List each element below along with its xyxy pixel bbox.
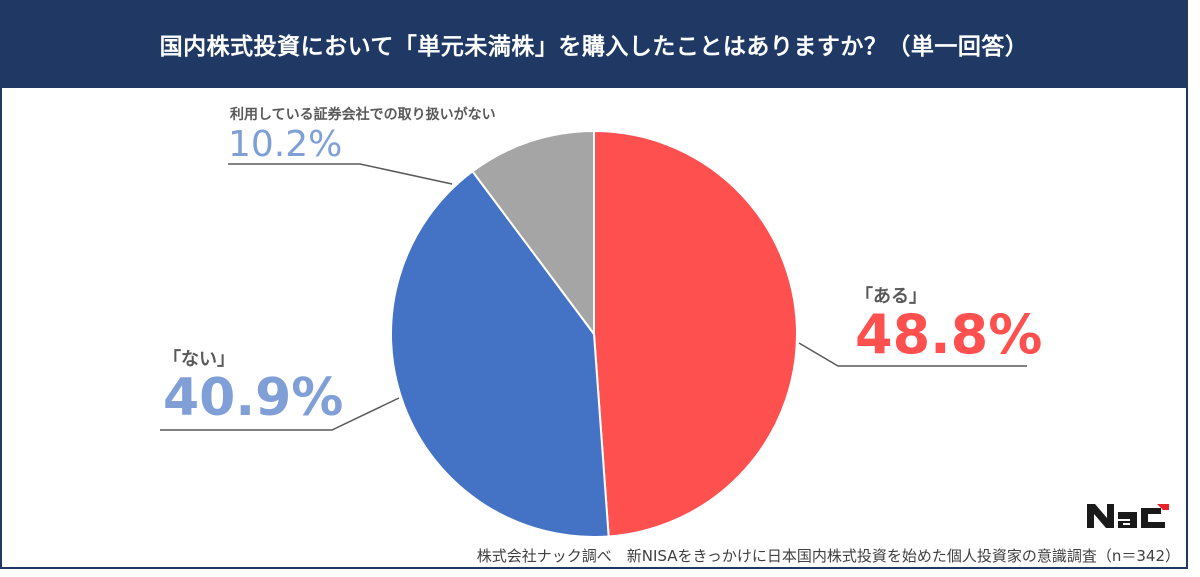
label-other-name: 利用している証券会社での取り扱いがない xyxy=(230,107,496,123)
pie-slice-aru xyxy=(593,129,798,538)
chart-title: 国内株式投資において「単元未満株」を購入したことはありますか？（単一回答） xyxy=(159,34,1029,60)
leader-line-nai xyxy=(160,397,400,431)
source-footnote: 株式会社ナック調べ 新NISAをきっかけに日本国内株式投資を始めた個人投資家の意… xyxy=(476,547,1180,565)
pie-slices xyxy=(390,129,798,538)
label-aru-pct: 48.8% xyxy=(855,303,1043,366)
label-aru-name: 「ある」 xyxy=(855,286,927,307)
nac-logo xyxy=(1087,504,1169,528)
label-nai-name: 「ない」 xyxy=(163,349,235,370)
leader-line-aru xyxy=(798,342,1027,367)
pie-slice-nai xyxy=(390,169,610,538)
label-nai-pct: 40.9% xyxy=(163,368,344,428)
label-other-pct: 10.2% xyxy=(228,124,343,165)
title-bar: 国内株式投資において「単元未満株」を購入したことはありますか？（単一回答） xyxy=(0,0,1188,88)
leader-line-other xyxy=(228,163,453,185)
pie-slice-other xyxy=(471,129,595,338)
